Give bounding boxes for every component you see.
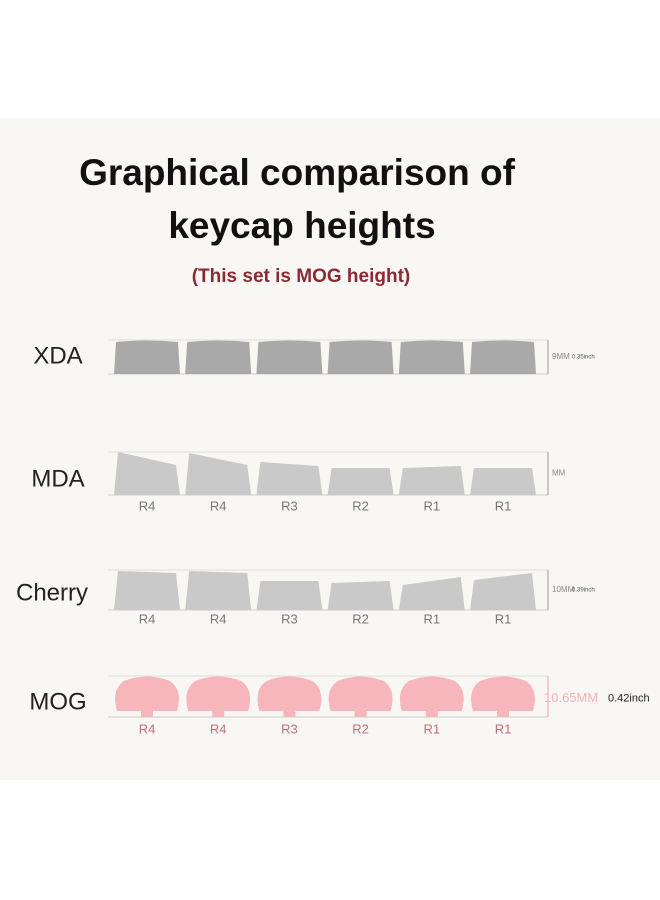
key-row-label: R1 [423,611,440,626]
keycap [327,468,394,495]
height-inch: 0.35inch [572,355,595,361]
key-row-label: R2 [352,721,369,736]
key-row-label: R1 [495,721,512,736]
title-line: keycap heights [168,205,435,246]
keycap [398,340,465,374]
keycap [257,676,322,717]
key-row-label: R4 [210,721,227,736]
keycap [185,571,252,610]
keycap [114,340,180,374]
keycap [114,452,180,495]
key-row-label: R1 [495,611,512,626]
row-label: XDA [33,342,82,369]
keycap [256,462,323,495]
panel [0,118,660,780]
keycap [471,676,535,717]
key-row-label: R3 [281,721,298,736]
key-row-label: R4 [139,721,156,736]
keycap [470,573,536,610]
keycap [327,340,394,374]
row-label: MOG [29,688,86,715]
height-mm: 10MM [552,585,575,594]
key-row-label: R4 [139,611,156,626]
keycap [185,453,252,495]
title-line: Graphical comparison of [79,152,516,193]
row-label: MDA [31,465,84,492]
height-mm: 9MM [552,352,570,361]
key-row-label: R3 [281,498,298,513]
key-row-label: R2 [352,498,369,513]
key-row-label: R4 [139,498,156,513]
keycap [398,466,465,495]
keycap [328,676,393,717]
height-mm: 10.65MM [544,690,598,705]
keycap [256,340,323,374]
key-row-label: R1 [423,498,440,513]
keycap [399,676,464,717]
keycap [470,340,536,374]
keycap [115,676,179,717]
keycap [327,581,394,610]
key-row-label: R4 [210,611,227,626]
keycap [114,571,180,610]
subtitle: (This set is MOG height) [192,266,411,287]
key-row-label: R2 [352,611,369,626]
key-row-label: R1 [495,498,512,513]
keycap [185,340,252,374]
key-row-label: R4 [210,498,227,513]
key-row-label: R1 [423,721,440,736]
keycap [398,577,465,610]
key-row-label: R3 [281,611,298,626]
height-mm: MM [552,469,566,478]
keycap [256,581,323,610]
height-inch: 0.39inch [572,588,595,594]
height-inch: 0.42inch [608,692,650,704]
keycap [470,468,536,495]
row-label: Cherry [16,579,88,606]
keycap [186,676,251,717]
